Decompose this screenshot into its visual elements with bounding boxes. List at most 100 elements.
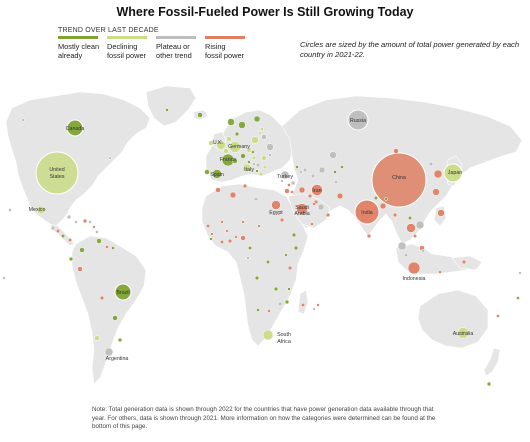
country-circle-congo-dr[interactable]: Congo DR	[265, 259, 271, 265]
country-circle-niger[interactable]: Niger	[241, 220, 245, 224]
country-circle-zimbabwe[interactable]: Zimbabwe	[277, 301, 283, 307]
country-circle-algeria[interactable]: Algeria	[229, 191, 237, 199]
country-circle-mauritius[interactable]: Mauritius	[316, 303, 320, 307]
country-circle-serbia[interactable]: Serbia	[255, 162, 261, 168]
country-circle-georgia[interactable]: Georgia	[295, 165, 299, 169]
country-circle-cuba[interactable]: Cuba	[66, 214, 72, 220]
country-circle-kyrgyzstan[interactable]: Kyrgyzstan	[340, 165, 344, 169]
country-circle-sierra-leone[interactable]: Sierra Leone	[209, 237, 213, 241]
country-circle-azerbaijan[interactable]: Azerbaijan	[302, 167, 308, 173]
country-circle-bahrain[interactable]: Bahrain	[312, 202, 316, 206]
country-circle-romania[interactable]: Romania	[261, 155, 267, 161]
country-circle-iraq[interactable]: Iraq	[298, 186, 306, 194]
country-circle-costa-rica[interactable]: Costa Rica	[60, 233, 66, 239]
country-circle-guinea[interactable]: Guinea	[210, 232, 214, 236]
country-circle-new-caledonia[interactable]: New Caledonia	[496, 314, 500, 318]
country-circle-spain[interactable]: Spain	[212, 169, 222, 179]
country-circle-czechia[interactable]: Czechia	[246, 147, 252, 153]
country-circle-oman[interactable]: Oman	[325, 212, 331, 218]
country-circle-moldova[interactable]: Moldova	[268, 153, 272, 157]
country-circle-botswana[interactable]: Botswana	[267, 309, 271, 313]
country-circle-iran[interactable]: Iran	[311, 184, 323, 196]
country-circle-tanzania[interactable]: Tanzania	[287, 265, 293, 271]
country-circle-chad[interactable]: Chad	[257, 224, 261, 228]
country-circle-russia[interactable]: Russia	[347, 109, 369, 131]
country-circle-guyana[interactable]: Guyana	[105, 245, 109, 249]
country-circle-saudi-arabia[interactable]: Saudi Arabia	[296, 203, 308, 215]
country-circle-poland[interactable]: Poland	[251, 136, 259, 144]
country-circle-senegal[interactable]: Senegal	[205, 223, 211, 229]
country-circle-malawi[interactable]: Malawi	[287, 287, 291, 291]
country-circle-mongolia[interactable]: Mongolia	[393, 148, 399, 154]
country-circle-u-k-[interactable]: U.K.	[216, 140, 226, 150]
country-circle-greenland[interactable]: Greenland	[165, 108, 169, 112]
country-circle-paraguay[interactable]: Paraguay	[112, 315, 118, 321]
country-circle-peru[interactable]: Peru	[77, 266, 83, 272]
country-circle-brazil[interactable]: Brazil	[114, 283, 132, 301]
country-circle-slovakia[interactable]: Slovakia	[251, 150, 255, 154]
country-circle-bhutan[interactable]: Bhutan	[384, 197, 388, 201]
country-circle-cambodia[interactable]: Cambodia	[412, 233, 418, 239]
country-circle-kenya[interactable]: Kenya	[293, 245, 299, 251]
country-circle-belarus[interactable]: Belarus	[261, 134, 267, 140]
country-circle-albania[interactable]: Albania	[255, 169, 259, 173]
country-circle-venezuela[interactable]: Venezuela	[96, 238, 102, 244]
country-circle-israel[interactable]: Israel	[284, 188, 290, 194]
country-circle-germany[interactable]: Germany	[229, 141, 241, 153]
country-circle-thailand[interactable]: Thailand	[415, 220, 425, 230]
country-circle-libya[interactable]: Libya	[253, 196, 259, 202]
country-circle-cameroon[interactable]: Cameroon	[247, 245, 253, 251]
country-circle-ghana[interactable]: Ghana	[227, 238, 233, 244]
country-circle-hawaii[interactable]: Hawaii	[8, 208, 12, 212]
country-circle-uruguay[interactable]: Uruguay	[117, 337, 123, 343]
country-circle-laos[interactable]: Laos	[407, 215, 413, 221]
country-circle-sudan[interactable]: Sudan	[279, 217, 285, 223]
country-circle-ireland[interactable]: Ireland	[208, 140, 214, 146]
country-circle-caribbean-1[interactable]: Caribbean-1	[92, 225, 96, 229]
country-circle-greece[interactable]: Greece	[258, 171, 264, 177]
country-circle-dominican-rep-[interactable]: Dominican Rep.	[82, 218, 88, 224]
country-circle-trinidad[interactable]: Trinidad	[95, 230, 99, 234]
country-circle-lebanon[interactable]: Lebanon	[287, 183, 291, 187]
country-circle-jamaica[interactable]: Jamaica	[74, 220, 78, 224]
country-circle-brunei[interactable]: Brunei	[421, 249, 425, 253]
country-circle-armenia[interactable]: Armenia	[299, 170, 303, 174]
country-circle-suriname[interactable]: Suriname	[111, 246, 115, 250]
country-circle-bangladesh[interactable]: Bangladesh	[379, 202, 387, 210]
country-circle-yemen[interactable]: Yemen	[310, 222, 314, 226]
country-circle-honduras[interactable]: Honduras	[55, 228, 61, 234]
country-circle-u-a-e-[interactable]: U.A.E.	[317, 203, 325, 211]
country-circle-bolivia[interactable]: Bolivia	[99, 295, 105, 301]
country-circle-ecuador[interactable]: Ecuador	[68, 256, 74, 262]
country-circle-india[interactable]: India	[354, 199, 380, 225]
country-circle-afghanistan[interactable]: Afghanistan	[333, 179, 339, 185]
country-circle-kuwait[interactable]: Kuwait	[307, 193, 313, 199]
country-circle-hungary[interactable]: Hungary	[251, 155, 257, 161]
country-circle-iceland[interactable]: Iceland	[197, 112, 203, 118]
country-circle-burkina[interactable]: Burkina	[225, 229, 229, 233]
country-circle-ukraine[interactable]: Ukraine	[266, 143, 274, 151]
country-circle-ethiopia[interactable]: Ethiopia	[291, 232, 297, 238]
country-circle-finland[interactable]: Finland	[253, 115, 261, 123]
country-circle-austria[interactable]: Austria	[240, 153, 246, 159]
country-circle-alaska-1[interactable]: Alaska-1	[21, 118, 25, 122]
country-circle-cyprus[interactable]: Cyprus	[280, 179, 284, 183]
country-circle-sri-lanka[interactable]: Sri Lanka	[366, 233, 372, 239]
country-circle-bosnia[interactable]: Bosnia	[252, 162, 256, 166]
country-circle-mozambique[interactable]: Mozambique	[284, 299, 290, 305]
country-circle-italy[interactable]: Italy	[242, 163, 252, 173]
country-circle-gabon[interactable]: Gabon	[246, 256, 250, 260]
country-circle-philippines[interactable]: Philippines	[437, 209, 445, 217]
country-circle-canada-east[interactable]: Canada-east	[108, 156, 112, 160]
country-circle-denmark[interactable]: Denmark	[234, 131, 240, 137]
country-circle-timor[interactable]: Timor	[438, 270, 442, 274]
country-circle-new-zealand[interactable]: New Zealand	[486, 381, 492, 387]
country-circle-belgium[interactable]: Belgium	[223, 148, 229, 154]
country-circle-pakistan[interactable]: Pakistan	[336, 192, 344, 200]
country-circle-puerto-rico[interactable]: Puerto Rico	[88, 220, 92, 224]
country-circle-jordan[interactable]: Jordan	[290, 190, 294, 194]
country-circle-syria[interactable]: Syria	[290, 180, 296, 186]
country-circle-baltic-1[interactable]: Baltic-1	[259, 126, 265, 132]
country-circle-croatia[interactable]: Croatia	[247, 160, 251, 164]
country-circle-australia[interactable]: Australia	[457, 327, 469, 339]
